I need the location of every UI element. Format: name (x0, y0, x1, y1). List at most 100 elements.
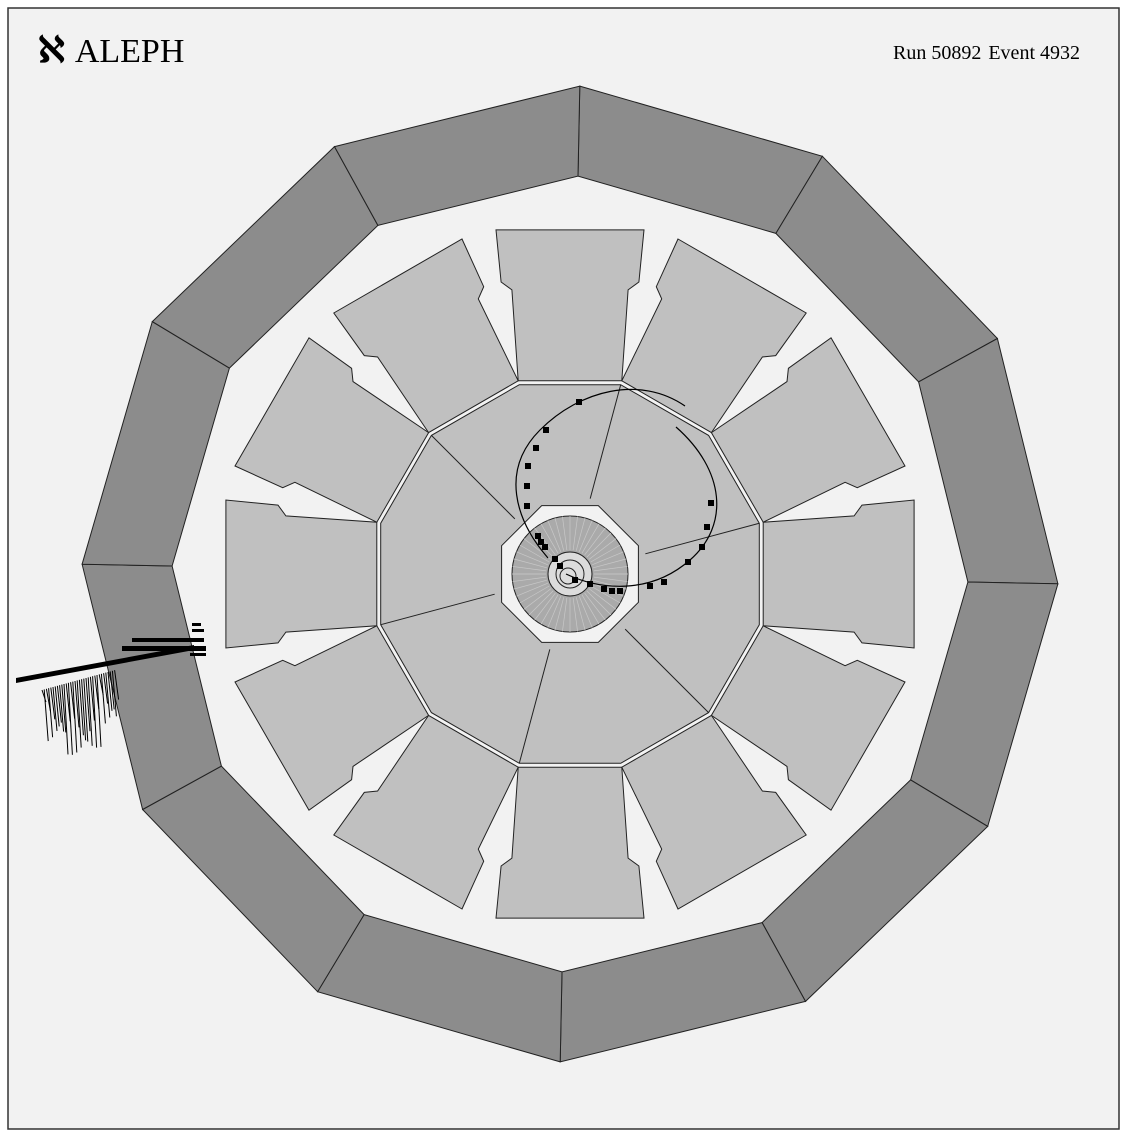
run-event-label: Run 50892 Event 4932 (893, 42, 1080, 65)
shower-hit (56, 685, 62, 723)
vertex-wafer (586, 590, 612, 616)
hit-marker (647, 583, 653, 589)
shower-hit (61, 684, 67, 733)
sector-boundary (589, 384, 622, 499)
experiment-logo: ℵ ALEPH (38, 32, 184, 69)
vertex-wafer (593, 566, 628, 572)
shower-hit (54, 686, 60, 727)
shower-hit (52, 686, 58, 731)
vertex-wafer (513, 558, 547, 569)
hit-marker (685, 559, 691, 565)
shower-hit (111, 670, 117, 717)
vertex-wafer (512, 576, 547, 582)
sector-boundary (624, 628, 709, 713)
shower-hit (105, 672, 111, 718)
hit-marker (617, 588, 623, 594)
vertex-wafer (540, 594, 559, 625)
energy-bar (192, 623, 201, 626)
vertex-wafer (554, 597, 565, 631)
shower-hit (103, 673, 109, 704)
energy-bar (192, 629, 204, 632)
vertex-wafer (519, 544, 550, 563)
hit-marker (572, 577, 578, 583)
run-label: Run (893, 42, 927, 64)
shower-hit (50, 687, 56, 720)
beam-pipe-inner (555, 559, 585, 589)
vertex-wafer (590, 585, 621, 604)
outer-module (333, 85, 581, 226)
barrel-module (495, 229, 645, 382)
curling-track (515, 388, 686, 559)
interaction-point (559, 567, 577, 585)
vertex-wafer (547, 520, 562, 552)
aleph-symbol: ℵ (38, 30, 65, 70)
shower-hit (76, 680, 82, 748)
vertex-wafer (512, 566, 547, 572)
vertex-wafer (578, 520, 593, 552)
vertex-wafer (547, 596, 562, 628)
hit-marker (524, 483, 530, 489)
vertex-wafer (534, 527, 556, 556)
barrel-module (225, 499, 378, 649)
vertex-wafer (581, 523, 600, 554)
event-label: Event (988, 42, 1035, 64)
sector-boundary (431, 435, 516, 520)
vertex-wafer (592, 551, 624, 566)
vertex-wafer (575, 597, 586, 631)
vertex-wafer (584, 592, 606, 621)
vertex-wafer (562, 597, 568, 632)
barrel-module (762, 499, 915, 649)
hit-marker (557, 563, 563, 569)
hit-marker (609, 588, 615, 594)
shower-hit (74, 680, 80, 728)
vertex-wafer (593, 576, 628, 582)
hadron-calorimeter (81, 85, 1059, 1063)
event-number: 4932 (1040, 42, 1080, 64)
hit-marker (587, 581, 593, 587)
shower-hit (63, 683, 69, 755)
sector-boundary (645, 522, 760, 555)
shower-hit (100, 673, 106, 724)
shower-hit (70, 682, 76, 719)
vertex-wafer (593, 558, 627, 569)
vertex-wafer (572, 516, 578, 551)
energy-bar (122, 646, 206, 651)
shower-hit (72, 681, 78, 753)
shower-hit (48, 688, 54, 738)
shower-hit (81, 679, 87, 741)
shower-hit (107, 671, 113, 711)
shower-hit (85, 677, 91, 732)
vertex-wafer (516, 582, 548, 597)
shower-hit (67, 682, 73, 755)
vertex-wafer (586, 532, 612, 558)
shower-hit (78, 679, 84, 736)
vertex-wafer (554, 517, 565, 551)
sector-boundary (380, 593, 495, 626)
energy-deposits (16, 623, 206, 755)
hit-marker (576, 399, 582, 405)
track-hits (524, 399, 714, 594)
shower-hit (43, 689, 49, 742)
hit-marker (552, 556, 558, 562)
vertex-wafer (592, 582, 624, 597)
hit-marker (708, 500, 714, 506)
vertex-wafer (519, 585, 550, 604)
energy-bar (132, 638, 204, 642)
hit-marker (538, 539, 544, 545)
shower-hit (89, 676, 95, 721)
hit-marker (542, 544, 548, 550)
vertex-wafer (593, 579, 627, 590)
run-number: 50892 (931, 42, 982, 64)
vertex-detector (501, 505, 639, 643)
hit-marker (704, 524, 710, 530)
hit-marker (601, 586, 607, 592)
shower-hit (109, 671, 115, 710)
hit-marker (535, 533, 541, 539)
shower-hit (59, 685, 65, 732)
hit-marker (699, 544, 705, 550)
shower-hit (96, 674, 102, 747)
vertex-wafer (523, 588, 552, 610)
electromagnetic-calorimeter (225, 229, 915, 919)
vertex-wafer (562, 516, 568, 551)
